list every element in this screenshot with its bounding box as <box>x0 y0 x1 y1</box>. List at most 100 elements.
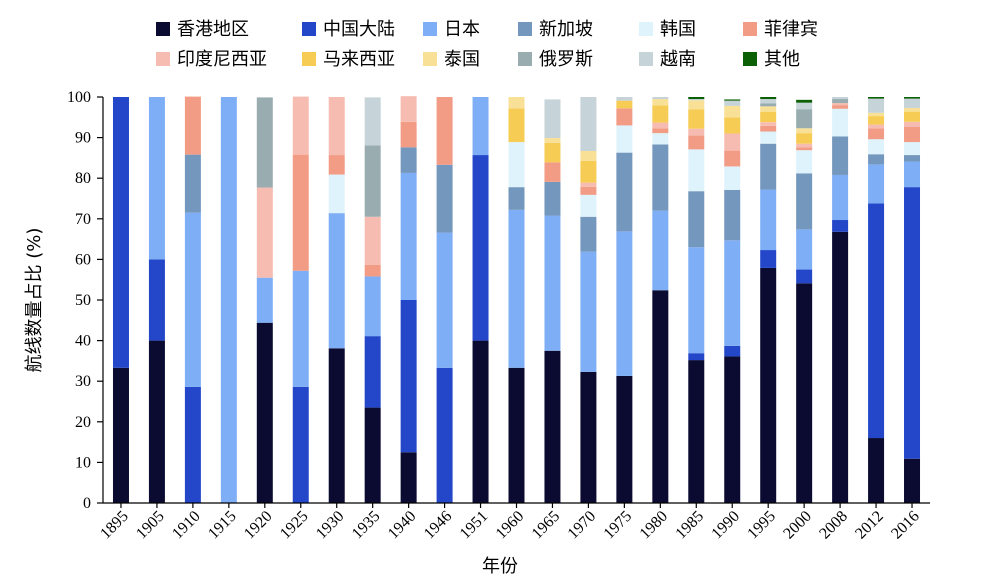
x-tick-label: 2008 <box>816 508 851 543</box>
bar-1925-中国大陆 <box>292 386 309 503</box>
bar-1951-日本 <box>472 97 489 156</box>
y-tick-label: 40 <box>75 333 91 350</box>
bar-2016-越南 <box>904 98 921 108</box>
y-axis: 0 10 20 30 40 50 60 70 80 90 100 <box>67 89 104 512</box>
bar-1980-印度尼西亚 <box>652 122 669 129</box>
y-tick-label: 100 <box>67 89 91 106</box>
legend-swatch <box>518 22 532 36</box>
bar-1975-日本 <box>616 231 633 376</box>
x-tick-label: 1985 <box>672 508 707 543</box>
x-tick-label: 1940 <box>385 508 420 543</box>
x-tick-label: 1930 <box>313 508 348 543</box>
bar-1935-中国大陆 <box>364 336 381 408</box>
bar-2000-其他 <box>796 99 813 103</box>
bar-1905-日本 <box>148 97 165 260</box>
bar-1975-新加坡 <box>616 152 633 232</box>
x-tick-label: 1905 <box>133 508 168 543</box>
bar-1965-新加坡 <box>544 181 561 216</box>
bar-1990-泰国 <box>724 105 741 118</box>
legend-swatch <box>743 52 757 66</box>
y-tick-label: 60 <box>75 251 91 268</box>
bar-1970-泰国 <box>580 151 597 161</box>
x-tick-label: 1946 <box>421 508 456 543</box>
bar-1965-日本 <box>544 215 561 351</box>
x-tick-label: 2000 <box>780 508 815 543</box>
bar-1980-菲律宾 <box>652 128 669 134</box>
bar-2008-俄罗斯 <box>832 99 849 104</box>
bar-2008-香港地区 <box>832 231 849 504</box>
bar-2012-新加坡 <box>868 154 885 165</box>
bar-1975-韩国 <box>616 125 633 153</box>
bar-1980-香港地区 <box>652 290 669 503</box>
bar-1920-印度尼西亚 <box>256 187 273 278</box>
bar-1935-俄罗斯 <box>364 145 381 217</box>
bar-1935-香港地区 <box>364 407 381 503</box>
bar-1990-菲律宾 <box>724 150 741 167</box>
bar-1910-菲律宾 <box>184 96 201 155</box>
bar-1910-新加坡 <box>184 154 201 213</box>
bar-2012-日本 <box>868 164 885 204</box>
bar-1970-新加坡 <box>580 216 597 252</box>
x-tick-label: 1910 <box>169 508 204 543</box>
bar-1960-马来西亚 <box>508 108 525 143</box>
bar-1980-越南 <box>652 97 669 100</box>
bar-1975-香港地区 <box>616 375 633 503</box>
bar-1990-越南 <box>724 100 741 106</box>
bar-1995-日本 <box>760 189 777 251</box>
bar-1946-菲律宾 <box>436 97 453 165</box>
bar-2008-韩国 <box>832 108 849 137</box>
x-axis-title: 年份 <box>482 556 518 577</box>
x-tick-label: 1951 <box>457 508 492 543</box>
bar-1970-印度尼西亚 <box>580 182 597 187</box>
bar-1965-菲律宾 <box>544 162 561 182</box>
bar-2000-越南 <box>796 102 813 110</box>
bar-2012-印度尼西亚 <box>868 124 885 129</box>
bar-1965-越南 <box>544 99 561 139</box>
bar-1935-越南 <box>364 97 381 146</box>
bar-1985-印度尼西亚 <box>688 128 705 136</box>
legend-swatch <box>423 52 437 66</box>
bar-2000-泰国 <box>796 128 813 134</box>
legend-label: 其他 <box>764 49 800 70</box>
bar-1985-新加坡 <box>688 191 705 248</box>
bar-1995-香港地区 <box>760 267 777 503</box>
bar-2016-香港地区 <box>904 458 921 503</box>
y-axis-title: 航线数量占比 (%) <box>24 228 45 373</box>
bar-1960-香港地区 <box>508 367 525 503</box>
bar-1925-菲律宾 <box>292 154 309 271</box>
y-tick-label: 90 <box>75 130 91 147</box>
bar-2000-韩国 <box>796 150 813 174</box>
legend-label: 日本 <box>444 19 480 40</box>
bar-2012-泰国 <box>868 112 885 117</box>
bar-1905-中国大陆 <box>148 259 165 341</box>
bar-1970-菲律宾 <box>580 186 597 195</box>
bar-1915-日本 <box>220 97 237 503</box>
bar-1990-马来西亚 <box>724 117 741 134</box>
bar-1985-越南 <box>688 99 705 101</box>
y-tick-label: 30 <box>75 373 91 390</box>
bar-1970-马来西亚 <box>580 160 597 183</box>
bar-2000-新加坡 <box>796 173 813 230</box>
bar-1985-菲律宾 <box>688 135 705 150</box>
bar-1960-泰国 <box>508 97 525 109</box>
bar-2008-印度尼西亚 <box>832 103 849 106</box>
legend-swatch <box>743 22 757 36</box>
legend-label: 印度尼西亚 <box>177 49 267 70</box>
bar-1940-香港地区 <box>400 452 417 503</box>
bar-1985-泰国 <box>688 100 705 110</box>
legend-label: 中国大陆 <box>323 19 395 40</box>
x-tick-label: 1935 <box>349 508 384 543</box>
bar-1930-日本 <box>328 213 345 349</box>
bar-1995-俄罗斯 <box>760 103 777 107</box>
x-tick-label: 1925 <box>277 508 312 543</box>
bar-1995-越南 <box>760 99 777 104</box>
legend-swatch <box>302 52 316 66</box>
bar-2012-中国大陆 <box>868 203 885 439</box>
bar-1990-其他 <box>724 99 741 101</box>
bar-1995-新加坡 <box>760 143 777 190</box>
bar-1960-韩国 <box>508 142 525 188</box>
bar-1995-泰国 <box>760 106 777 113</box>
legend-label: 泰国 <box>444 49 480 70</box>
x-tick-label: 1980 <box>637 508 672 543</box>
y-tick-label: 0 <box>83 495 91 512</box>
